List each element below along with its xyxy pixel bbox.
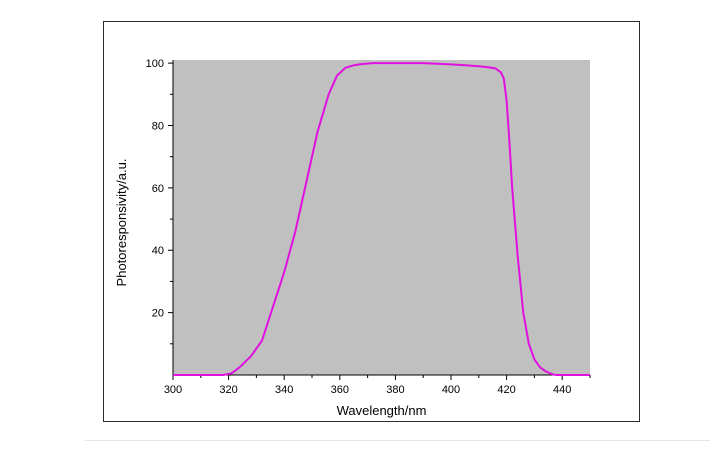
x-tick-label: 420 xyxy=(497,384,515,396)
ticks xyxy=(168,62,591,380)
x-tick-label: 380 xyxy=(386,384,404,396)
y-tick-label: 40 xyxy=(152,245,164,257)
divider-line xyxy=(85,440,710,441)
series-line xyxy=(173,62,590,376)
x-axis-title: Wavelength/nm xyxy=(337,403,427,418)
x-tick-label: 320 xyxy=(219,384,237,396)
x-tick-label: 340 xyxy=(275,384,293,396)
plot-area xyxy=(173,60,590,375)
x-tick-label: 360 xyxy=(331,384,349,396)
x-tick-label: 400 xyxy=(442,384,460,396)
axes xyxy=(172,60,590,376)
y-tick-label: 20 xyxy=(152,308,164,320)
x-tick-label: 300 xyxy=(164,384,182,396)
tick-labels: 300 320 340 360 380 400 420 440 20 40 60 80 100 xyxy=(146,58,572,396)
y-tick-label: 80 xyxy=(152,120,164,132)
y-tick-label: 60 xyxy=(152,183,164,195)
y-tick-label: 100 xyxy=(146,58,164,70)
x-tick-label: 440 xyxy=(553,384,571,396)
y-axis-title: Photoresponsivity/a.u. xyxy=(114,159,129,287)
